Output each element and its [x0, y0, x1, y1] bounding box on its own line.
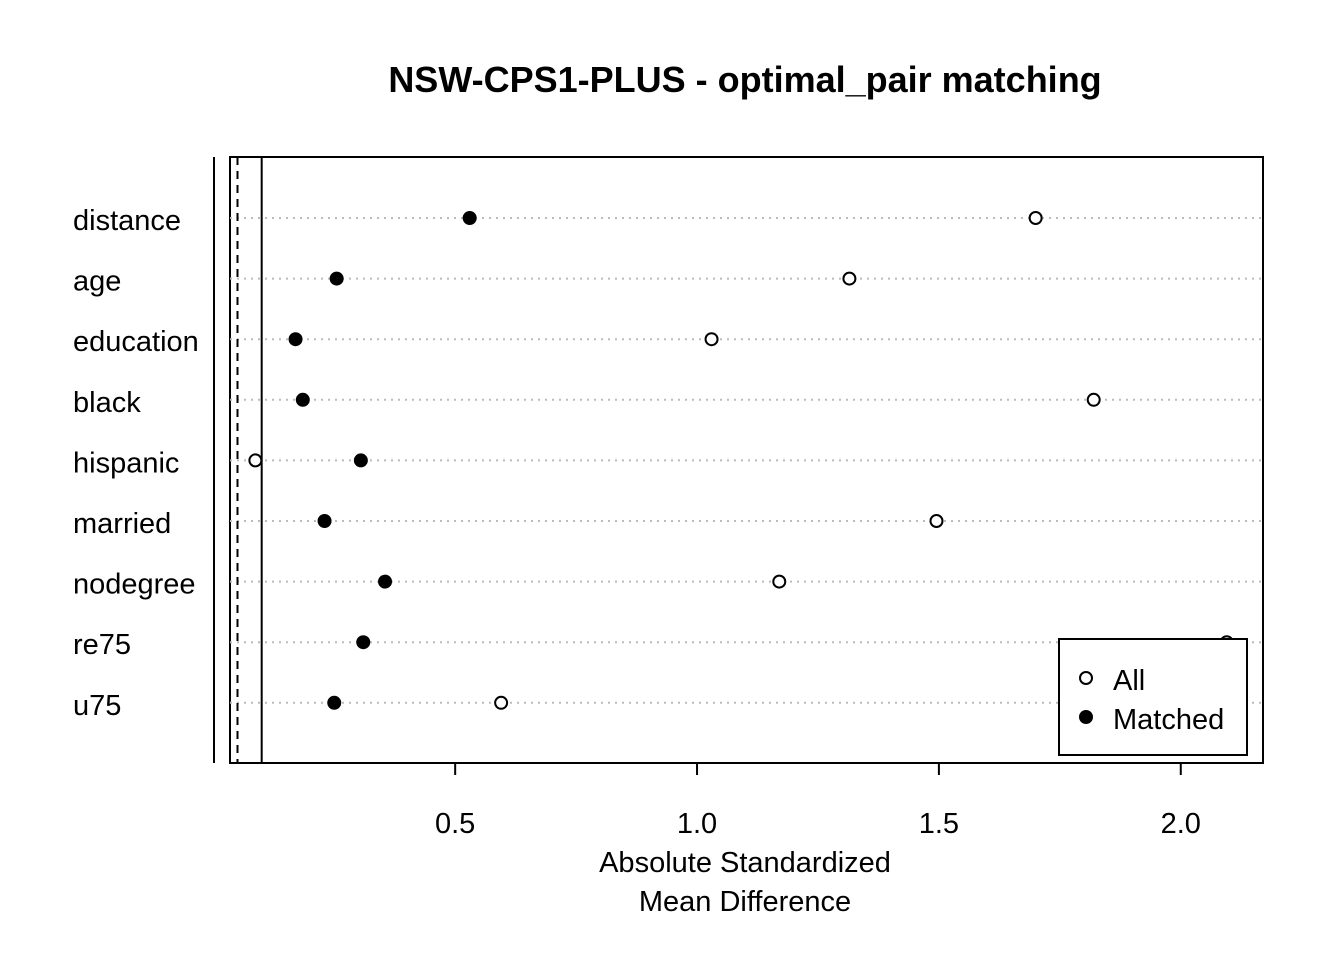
point-matched-hispanic — [353, 453, 368, 468]
grid-lines — [230, 217, 1263, 704]
point-all-u75 — [494, 695, 509, 710]
point-all-education — [704, 332, 719, 347]
point-all-nodegree — [772, 574, 787, 589]
point-matched-distance — [462, 211, 477, 225]
point-all-married — [929, 514, 944, 528]
legend-label-matched: Matched — [1113, 704, 1224, 736]
x-axis-label-line1: Absolute Standardized — [599, 847, 891, 879]
x-tick-label: 1.5 — [919, 808, 959, 840]
category-label: re75 — [73, 629, 131, 661]
category-labels: distance age education black hispanic married… — [73, 205, 199, 722]
x-axis-label-line2: Mean Difference — [639, 886, 851, 918]
point-matched-black — [295, 392, 310, 407]
category-label: nodegree — [73, 569, 196, 601]
legend-marker-matched — [1079, 710, 1093, 724]
data-points — [248, 211, 1234, 710]
category-label: distance — [73, 205, 181, 237]
point-matched-re75 — [356, 635, 371, 650]
legend-label-all: All — [1113, 665, 1145, 697]
point-matched-nodegree — [378, 574, 393, 589]
point-matched-u75 — [327, 695, 342, 710]
point-matched-age — [329, 271, 344, 286]
category-label: age — [73, 266, 121, 298]
point-all-age — [842, 271, 857, 286]
legend-marker-all — [1079, 671, 1093, 685]
point-all-black — [1086, 392, 1101, 407]
x-tick-label: 1.0 — [677, 808, 717, 840]
chart-title: NSW-CPS1-PLUS - optimal_pair matching — [388, 59, 1101, 100]
point-all-hispanic — [248, 453, 263, 468]
category-label: married — [73, 508, 171, 540]
x-tick-label: 2.0 — [1161, 808, 1201, 840]
category-label: education — [73, 326, 199, 358]
point-matched-education — [288, 332, 303, 347]
legend-box — [1058, 638, 1248, 756]
point-matched-married — [317, 514, 332, 528]
point-all-distance — [1028, 211, 1043, 225]
x-axis: 0.5 1.0 1.5 2.0 — [435, 763, 1201, 840]
legend: All Matched — [1058, 638, 1248, 756]
category-label: u75 — [73, 690, 121, 722]
x-tick-label: 0.5 — [435, 808, 475, 840]
category-label: black — [73, 387, 141, 419]
category-label: hispanic — [73, 447, 179, 479]
